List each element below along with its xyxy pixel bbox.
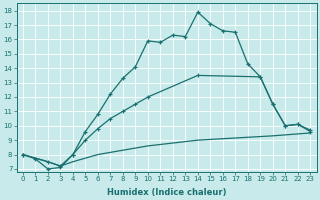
X-axis label: Humidex (Indice chaleur): Humidex (Indice chaleur): [107, 188, 226, 197]
